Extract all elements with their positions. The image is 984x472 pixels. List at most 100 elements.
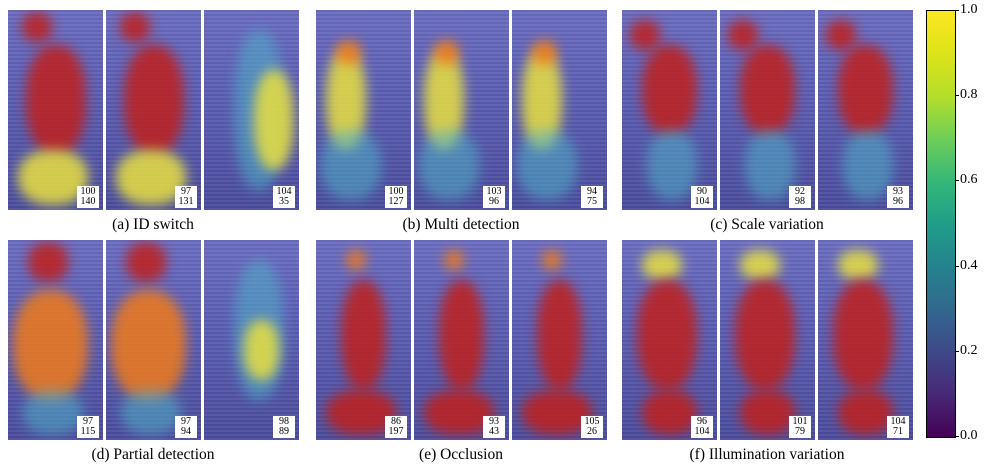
colorbar-tick <box>955 351 959 352</box>
label-top: 103 <box>486 186 502 197</box>
activation-blob <box>532 40 557 65</box>
image-label: 93 43 <box>483 416 505 438</box>
heatmap-image: 103 96 <box>414 10 509 210</box>
image-label: 90 104 <box>691 186 713 208</box>
activation-blob <box>642 250 682 280</box>
label-bottom: 79 <box>795 426 805 437</box>
label-bottom: 131 <box>178 196 194 207</box>
activation-blob <box>444 250 464 270</box>
activation-blob <box>326 390 396 435</box>
activation-blob <box>838 45 893 135</box>
image-label: 97 94 <box>175 416 197 438</box>
activation-blob <box>637 280 697 390</box>
activation-blob <box>740 390 795 435</box>
heatmap-image: 96 104 <box>622 240 717 440</box>
image-label: 93 96 <box>887 186 909 208</box>
activation-blob <box>124 45 184 155</box>
activation-blob <box>126 242 166 282</box>
activation-blob <box>517 130 577 200</box>
label-bottom: 140 <box>80 196 96 207</box>
heatmap-image: 98 89 <box>204 240 299 440</box>
label-top: 101 <box>792 416 808 427</box>
heatmap-image: 86 197 <box>316 240 411 440</box>
activation-blob <box>346 250 366 270</box>
activation-blob <box>838 390 893 435</box>
label-top: 104 <box>276 186 292 197</box>
label-bottom: 98 <box>795 196 805 207</box>
label-bottom: 96 <box>489 196 499 207</box>
label-bottom: 197 <box>388 426 404 437</box>
label-bottom: 127 <box>388 196 404 207</box>
activation-blob <box>740 250 780 280</box>
image-label: 86 197 <box>385 416 407 438</box>
label-top: 97 <box>181 186 191 197</box>
panel-f: 96 104 101 79 104 71 (f) Illumination variatio… <box>622 240 913 472</box>
panel-caption: (a) ID switch <box>112 216 194 233</box>
activation-blob <box>121 390 181 435</box>
activation-blob <box>728 20 758 50</box>
activation-blob <box>424 390 494 435</box>
image-label: 101 79 <box>789 416 811 438</box>
activation-blob <box>522 390 592 435</box>
activation-blob <box>745 130 795 200</box>
heatmap-image: 97 131 <box>106 10 201 210</box>
image-label: 104 35 <box>273 186 295 208</box>
activation-blob <box>642 390 697 435</box>
label-top: 92 <box>795 186 805 197</box>
heatmap-image: 104 71 <box>818 240 913 440</box>
heatmap-image: 100 140 <box>8 10 103 210</box>
activation-blob <box>542 250 562 270</box>
activation-blob <box>630 20 660 50</box>
heatmap-image: 105 26 <box>512 240 607 440</box>
heatmap-image: 97 94 <box>106 240 201 440</box>
heatmap-image: 94 75 <box>512 10 607 210</box>
heatmap-image: 104 35 <box>204 10 299 210</box>
activation-blob <box>13 290 88 400</box>
activation-blob <box>833 280 893 390</box>
label-top: 104 <box>890 416 906 427</box>
panel-b: 100 127 103 96 94 75 (b) Multi detection <box>316 10 607 242</box>
panel-a: 100 140 97 131 104 35 (a) ID switch <box>8 10 299 242</box>
label-top: 93 <box>489 416 499 427</box>
activation-blob <box>26 45 86 155</box>
heatmap-image: 101 79 <box>720 240 815 440</box>
label-bottom: 89 <box>279 426 289 437</box>
activation-blob <box>843 130 893 200</box>
label-top: 97 <box>181 416 191 427</box>
image-label: 104 71 <box>887 416 909 438</box>
label-top: 100 <box>80 186 96 197</box>
activation-blob <box>321 130 381 200</box>
heatmap-image: 100 127 <box>316 10 411 210</box>
label-bottom: 104 <box>694 196 710 207</box>
colorbar-tick-label: 0.6 <box>960 172 978 187</box>
activation-blob <box>28 242 68 282</box>
label-bottom: 35 <box>279 196 289 207</box>
label-top: 105 <box>584 416 600 427</box>
colorbar-gradient <box>926 10 956 438</box>
image-label: 103 96 <box>483 186 505 208</box>
activation-blob <box>18 150 88 205</box>
colorbar-tick <box>955 10 959 11</box>
image-label: 96 104 <box>691 416 713 438</box>
image-label: 94 75 <box>581 186 603 208</box>
activation-blob <box>120 12 150 42</box>
label-bottom: 71 <box>893 426 903 437</box>
label-bottom: 94 <box>181 426 191 437</box>
label-top: 90 <box>697 186 707 197</box>
activation-blob <box>647 130 697 200</box>
activation-blob <box>22 12 52 42</box>
label-bottom: 115 <box>80 426 96 437</box>
label-top: 94 <box>587 186 597 197</box>
colorbar-tick-label: 0.8 <box>960 87 978 102</box>
activation-blob <box>111 290 186 400</box>
activation-blob <box>419 130 479 200</box>
activation-blob <box>434 40 459 65</box>
activation-blob <box>336 40 361 65</box>
activation-blob <box>826 20 856 50</box>
panel-caption: (f) Illumination variation <box>689 446 845 463</box>
label-bottom: 43 <box>489 426 499 437</box>
image-label: 98 89 <box>273 416 295 438</box>
colorbar: 1.0 0.8 0.6 0.4 0.2 0.0 <box>926 2 984 443</box>
image-label: 97 115 <box>77 416 99 438</box>
panel-caption: (d) Partial detection <box>91 446 215 463</box>
